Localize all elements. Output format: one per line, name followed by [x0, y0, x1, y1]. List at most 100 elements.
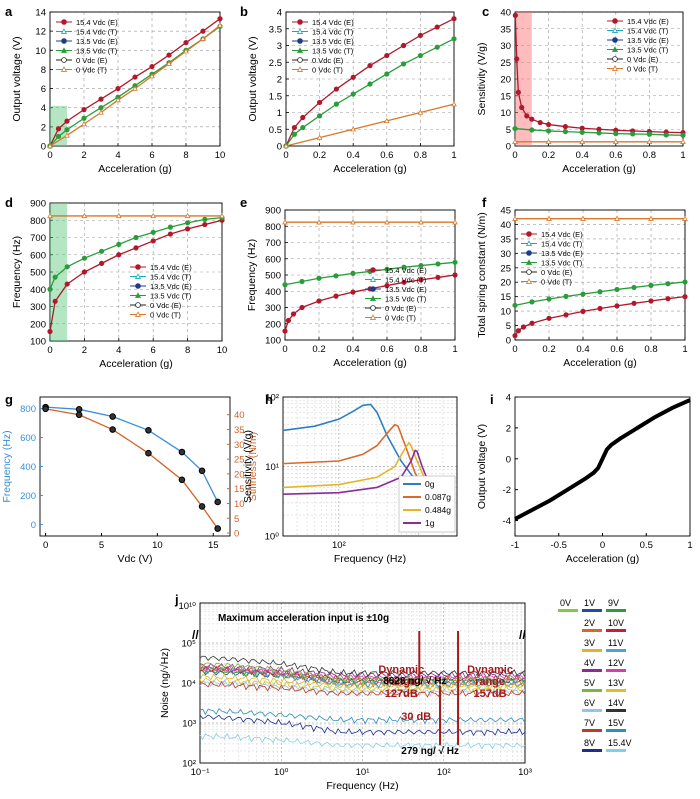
y-tick-label: 20 — [500, 278, 511, 289]
axis-break-icon: // — [519, 628, 526, 642]
data-point — [291, 131, 297, 137]
legend-entry: 15.4 Vdc (E) — [541, 230, 583, 239]
x-tick-label: 0.2 — [542, 344, 555, 355]
panel-label-h: h — [265, 392, 273, 407]
data-point — [60, 47, 68, 53]
x-tick-label: 0.4 — [576, 344, 589, 355]
data-point — [217, 16, 223, 22]
data-point — [296, 28, 304, 34]
data-point — [350, 126, 357, 132]
series-line-15.4-Vdc — [514, 15, 684, 134]
data-point — [614, 286, 620, 293]
data-point — [42, 405, 49, 413]
legend-entry: 13.5 Vdc (T) — [312, 47, 354, 56]
y-tick-label: 10² — [182, 759, 196, 770]
x-tick-label: 2 — [81, 150, 86, 161]
data-point — [452, 219, 458, 225]
x-tick-label: 6 — [149, 150, 154, 161]
x-tick-label: 10 — [215, 150, 226, 161]
x-tick-label: 0.4 — [576, 150, 589, 161]
legend-entry: 15.4 Vdc (T) — [312, 28, 354, 37]
y-tick-label: 0 — [506, 336, 511, 347]
data-point — [132, 85, 138, 91]
data-point — [580, 291, 586, 297]
data-point — [529, 116, 535, 122]
y-tick-label: 100 — [30, 337, 46, 348]
data-point — [401, 264, 407, 270]
data-point — [135, 264, 141, 270]
series-line-13V — [199, 681, 526, 698]
data-point — [81, 107, 87, 113]
legend-entry: 0 Vdc (E) — [627, 55, 659, 64]
x-tick-label: 0.6 — [380, 150, 393, 161]
data-point — [369, 295, 377, 301]
data-point — [47, 142, 53, 149]
x-tick-label: 10 — [152, 540, 163, 551]
x-tick-label: 4 — [116, 345, 121, 356]
data-point — [291, 124, 297, 131]
data-point — [185, 226, 191, 232]
y-tick-label: 15 — [500, 292, 511, 303]
data-point — [512, 125, 518, 132]
data-point — [370, 286, 376, 292]
y-tick-label: 10⁴ — [181, 679, 196, 690]
data-point — [282, 282, 288, 288]
legend-swatch — [582, 609, 602, 612]
legend-swatch — [606, 709, 626, 712]
data-point — [646, 131, 653, 137]
x-tick-label: 1 — [682, 344, 687, 355]
y-tick-label: 10⁰ — [265, 532, 280, 543]
y-tick-label: 800 — [20, 404, 36, 415]
data-point — [296, 47, 304, 53]
data-point — [579, 129, 585, 135]
y-tick-label: 10¹ — [265, 462, 279, 473]
x-tick-label: 8 — [183, 150, 188, 161]
y-tick-label: 800 — [265, 222, 281, 233]
y2-tick-label: 40 — [234, 410, 245, 421]
legend-entry: 15.4 Vdc (T) — [541, 240, 583, 249]
data-point — [52, 298, 58, 304]
data-point — [384, 219, 390, 225]
legend-entry: 15.4 Vdc (T) — [385, 276, 427, 285]
x-axis-label: Acceleration (g) — [333, 163, 407, 175]
legend-entry: 6V — [584, 698, 595, 708]
data-point — [648, 298, 654, 304]
x-tick-label: 0 — [512, 344, 517, 355]
y-tick-label: 100 — [265, 336, 281, 347]
x-tick-label: 1 — [680, 150, 685, 161]
y-tick-label: 2.5 — [269, 58, 282, 69]
data-point — [400, 61, 407, 67]
data-point — [418, 219, 424, 225]
data-point — [167, 231, 173, 237]
data-point — [512, 215, 518, 221]
y-tick-label: 600 — [265, 254, 281, 265]
series-line-0-Vdc — [285, 103, 455, 147]
y-tick-label: 6 — [41, 84, 46, 95]
y-axis-label: Noise (ng/√Hz) — [159, 648, 171, 718]
data-point — [434, 44, 440, 50]
data-point — [316, 275, 322, 281]
data-point — [116, 241, 122, 247]
data-point — [663, 132, 669, 138]
data-point — [597, 305, 603, 312]
y-tick-label: 10³ — [182, 719, 196, 730]
y-tick-label: 25 — [500, 263, 511, 274]
legend-entry: 13.5 Vdc (E) — [312, 37, 354, 46]
y-tick-label: 2 — [506, 423, 511, 434]
data-point — [178, 448, 186, 456]
legend-entry: 0V — [560, 598, 571, 608]
data-point — [417, 109, 424, 115]
legend-swatch — [582, 749, 602, 752]
y-tick-label: 300 — [265, 303, 281, 314]
y-tick-label: 0 — [31, 520, 36, 531]
legend: 15.4 Vdc (E)15.4 Vdc (T)13.5 Vdc (E)13.5… — [607, 17, 669, 74]
y-tick-label: 20 — [500, 75, 511, 86]
data-point — [183, 48, 189, 54]
data-point — [525, 259, 533, 265]
y-tick-label: 900 — [265, 206, 281, 217]
legend-entry: 4V — [584, 658, 595, 668]
data-point — [134, 292, 142, 298]
plot-frame — [514, 209, 686, 341]
data-point — [282, 328, 288, 334]
data-point — [81, 212, 88, 219]
